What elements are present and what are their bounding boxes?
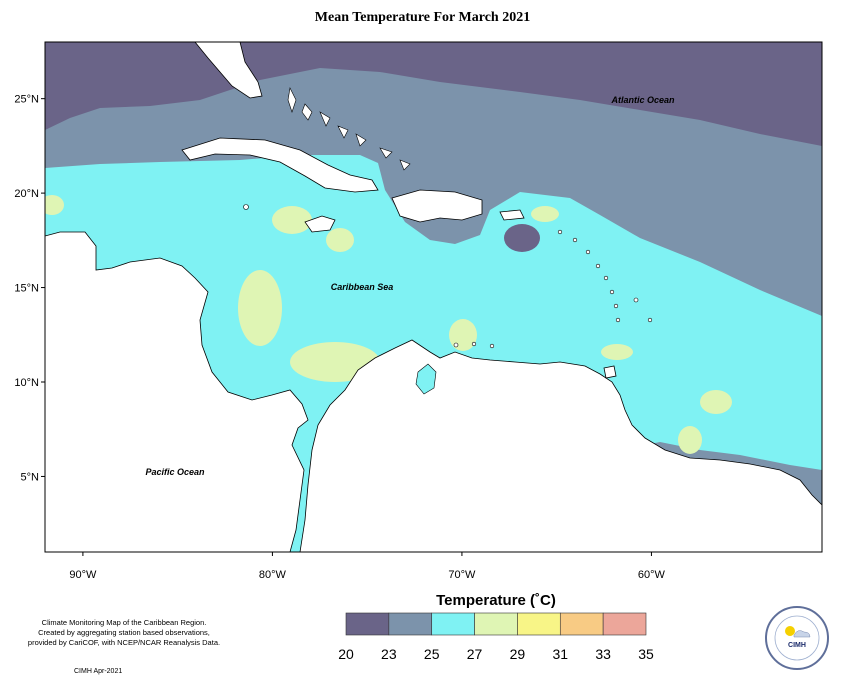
temp-zone-27-29-d — [326, 228, 354, 252]
small-islands — [243, 87, 653, 349]
legend-color-bar — [345, 612, 647, 636]
land-south-america — [299, 339, 822, 552]
land-puerto-rico — [499, 209, 525, 221]
legend-tick-label: 35 — [638, 646, 654, 662]
temp-zone-27-29-c — [272, 206, 312, 234]
caption-line-1: Climate Monitoring Map of the Caribbean … — [41, 618, 207, 627]
longitude-axis: 90°W 80°W 70°W 60°W — [69, 552, 666, 581]
legend-tick-label: 31 — [552, 646, 569, 662]
temp-zone-27-29-f — [601, 344, 633, 360]
label-pacific-ocean: Pacific Ocean — [145, 467, 205, 477]
map-content: Atlantic Ocean Caribbean Sea Pacific Oce… — [45, 42, 822, 552]
legend-tick-label: 25 — [423, 646, 440, 662]
land-florida — [194, 42, 263, 99]
temp-zone-23-25-north — [45, 42, 822, 316]
legend-swatch — [602, 612, 647, 636]
label-atlantic-ocean: Atlantic Ocean — [610, 95, 675, 105]
map-credit: CIMH Apr-2021 — [74, 668, 123, 675]
lon-tick-label: 60°W — [638, 569, 666, 581]
land-central-america — [45, 231, 309, 552]
legend-tick-label: 27 — [466, 646, 483, 662]
sun-icon — [785, 626, 795, 636]
temp-zone-20-23-east — [504, 224, 540, 252]
latitude-axis: 25°N 20°N 15°N 10°N 5°N — [14, 94, 45, 483]
logo-text: CIMH — [788, 642, 806, 649]
lat-tick-label: 25°N — [14, 94, 39, 106]
cloud-icon — [793, 630, 811, 638]
map-frame — [44, 41, 823, 553]
land-jamaica — [304, 215, 336, 233]
legend-title: Temperature (˚C) — [436, 592, 556, 609]
temp-zone-27-29-e — [449, 319, 477, 351]
legend-tick-label: 29 — [509, 646, 526, 662]
temp-zone-27-29-g — [700, 390, 732, 414]
land-trinidad — [603, 365, 617, 379]
legend-swatch — [474, 612, 518, 636]
lat-tick-label: 10°N — [14, 377, 39, 389]
lon-tick-label: 90°W — [69, 569, 97, 581]
legend-tick-label: 23 — [381, 646, 397, 662]
lat-tick-label: 5°N — [21, 471, 40, 483]
temp-zone-27-29-i — [531, 206, 559, 222]
legend-swatch — [431, 612, 475, 636]
label-caribbean-sea: Caribbean Sea — [331, 282, 394, 292]
land-cuba — [181, 137, 379, 193]
lon-tick-label: 80°W — [259, 569, 287, 581]
cimh-logo: CIMH — [765, 606, 829, 670]
legend-swatch — [559, 612, 604, 636]
legend-swatch — [388, 612, 433, 636]
legend-swatch — [345, 612, 390, 636]
temp-zone-27-29-a — [238, 270, 282, 346]
lake-maracaibo — [415, 363, 437, 395]
lat-tick-label: 15°N — [14, 283, 39, 295]
lat-tick-label: 20°N — [14, 188, 39, 200]
land-hispaniola — [391, 189, 483, 223]
caption-line-2: Created by aggregating station based obs… — [38, 628, 210, 637]
temp-zone-27-29-h — [678, 426, 702, 454]
lon-tick-label: 70°W — [448, 569, 476, 581]
legend-tick-label: 33 — [595, 646, 611, 662]
temp-zone-27-29-j — [45, 195, 64, 215]
legend-tick-label: 20 — [338, 646, 354, 662]
map-caption: Climate Monitoring Map of the Caribbean … — [4, 618, 244, 648]
caption-line-3: provided by CariCOF, with NCEP/NCAR Rean… — [27, 638, 221, 647]
legend-swatch — [517, 612, 561, 636]
map-title: Mean Temperature For March 2021 — [314, 10, 531, 25]
